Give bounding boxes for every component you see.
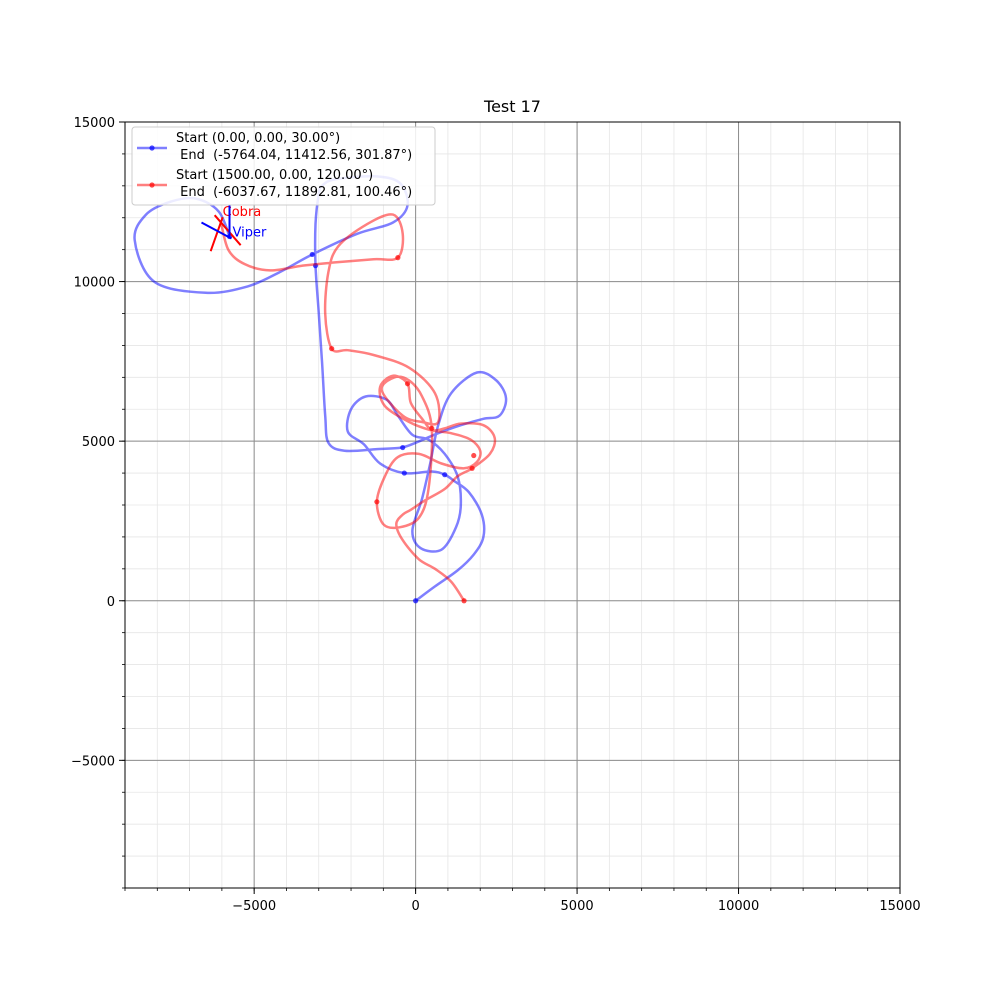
series-layer bbox=[133, 174, 508, 604]
cobra-wing-line bbox=[213, 214, 242, 246]
y-tick-label: −5000 bbox=[71, 754, 115, 769]
y-tick-label: 15000 bbox=[74, 116, 115, 131]
x-tick-label: 10000 bbox=[718, 899, 759, 914]
series-marker-2 bbox=[471, 452, 477, 459]
series-marker-1 bbox=[400, 444, 406, 451]
legend: Start (0.00, 0.00, 30.00°) End (-5764.04… bbox=[131, 126, 436, 206]
x-tick-label: −5000 bbox=[232, 899, 276, 914]
x-tick-label: 15000 bbox=[879, 899, 920, 914]
series-marker-2 bbox=[395, 255, 401, 261]
series-line-1 bbox=[133, 174, 508, 602]
series-marker-1 bbox=[309, 251, 315, 258]
series-marker-1 bbox=[413, 598, 419, 604]
y-tick-label: 5000 bbox=[82, 435, 115, 450]
series-marker-2 bbox=[469, 465, 475, 471]
legend-label-line1: Start (0.00, 0.00, 30.00°) bbox=[176, 131, 340, 146]
series-marker-2 bbox=[329, 346, 335, 352]
series-marker-2 bbox=[429, 425, 435, 431]
legend-label-line2: End (-6037.67, 11892.81, 100.46°) bbox=[176, 185, 412, 200]
legend-swatch-marker bbox=[149, 145, 155, 151]
viper-wing-line bbox=[201, 221, 232, 240]
series-marker-2 bbox=[374, 499, 380, 505]
legend-box bbox=[131, 126, 436, 206]
series-marker-1 bbox=[401, 470, 407, 476]
y-tick-label: 10000 bbox=[74, 276, 115, 291]
chart-title: Test 17 bbox=[483, 97, 541, 116]
series-marker-1 bbox=[442, 472, 448, 478]
series-line-2 bbox=[219, 213, 497, 602]
x-tick-label: 0 bbox=[411, 899, 419, 914]
heading-markers: Cobra Viper bbox=[201, 204, 267, 252]
series-marker-2 bbox=[461, 598, 467, 604]
y-tick-label: 0 bbox=[107, 595, 115, 610]
x-tick-label: 5000 bbox=[561, 899, 594, 914]
legend-swatch-marker bbox=[149, 182, 155, 188]
grid bbox=[124, 121, 901, 889]
series-marker-2 bbox=[404, 381, 411, 387]
annotation-viper: Viper bbox=[232, 225, 266, 240]
axes: −5000 0 5000 10000 15000 −5000 0 5000 10000 15000 bbox=[71, 116, 921, 914]
annotation-cobra: Cobra bbox=[223, 205, 262, 220]
legend-label-line1: Start (1500.00, 0.00, 120.00°) bbox=[176, 168, 373, 183]
legend-label-line2: End (-5764.04, 11412.56, 301.87°) bbox=[176, 148, 412, 163]
